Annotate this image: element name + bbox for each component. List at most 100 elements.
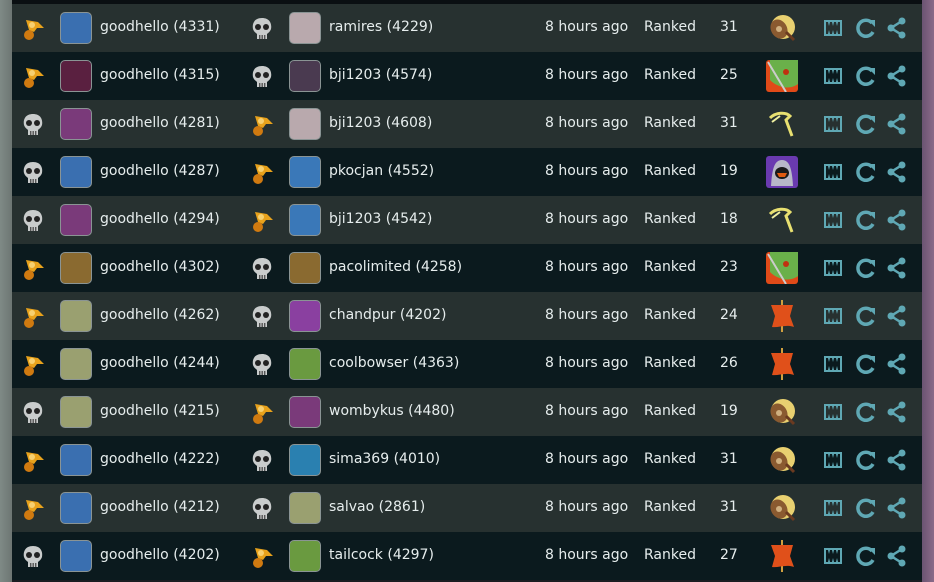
share-icon[interactable] <box>886 161 908 183</box>
skull-icon <box>20 544 46 570</box>
replay-icon[interactable] <box>855 449 877 471</box>
player-avatar[interactable] <box>60 12 92 44</box>
share-icon[interactable] <box>886 65 908 87</box>
player1-name[interactable]: goodhello (4281) <box>100 115 220 131</box>
player-avatar[interactable] <box>60 156 92 188</box>
arena-shield-icon <box>766 444 798 476</box>
match-score: 31 <box>720 115 738 131</box>
player1-name[interactable]: goodhello (4222) <box>100 451 220 467</box>
share-icon[interactable] <box>886 209 908 231</box>
replay-icon[interactable] <box>855 209 877 231</box>
replay-icon[interactable] <box>855 401 877 423</box>
opponent-avatar[interactable] <box>289 492 321 524</box>
player2-name[interactable]: salvao (2861) <box>329 499 426 515</box>
player1-name[interactable]: goodhello (4212) <box>100 499 220 515</box>
opponent-avatar[interactable] <box>289 12 321 44</box>
watch-screen-icon[interactable] <box>822 305 844 327</box>
share-icon[interactable] <box>886 449 908 471</box>
match-mode: Ranked <box>644 451 696 467</box>
skull-icon <box>249 496 275 522</box>
replay-icon[interactable] <box>855 305 877 327</box>
player2-name[interactable]: bji1203 (4574) <box>329 67 433 83</box>
replay-icon[interactable] <box>855 113 877 135</box>
player-avatar[interactable] <box>60 60 92 92</box>
player2-name[interactable]: tailcock (4297) <box>329 547 434 563</box>
player1-name[interactable]: goodhello (4294) <box>100 211 220 227</box>
share-icon[interactable] <box>886 113 908 135</box>
replay-icon[interactable] <box>855 161 877 183</box>
match-score: 18 <box>720 211 738 227</box>
opponent-avatar[interactable] <box>289 156 321 188</box>
player1-name[interactable]: goodhello (4287) <box>100 163 220 179</box>
player-avatar[interactable] <box>60 540 92 572</box>
player2-name[interactable]: pacolimited (4258) <box>329 259 463 275</box>
player-avatar[interactable] <box>60 444 92 476</box>
arena-goblin-icon <box>766 60 798 93</box>
watch-screen-icon[interactable] <box>822 497 844 519</box>
player-avatar[interactable] <box>60 300 92 332</box>
opponent-avatar[interactable] <box>289 252 321 284</box>
opponent-avatar[interactable] <box>289 396 321 428</box>
player2-name[interactable]: bji1203 (4542) <box>329 211 433 227</box>
watch-screen-icon[interactable] <box>822 17 844 39</box>
share-icon[interactable] <box>886 497 908 519</box>
share-icon[interactable] <box>886 545 908 567</box>
player1-name[interactable]: goodhello (4331) <box>100 19 220 35</box>
player2-name[interactable]: bji1203 (4608) <box>329 115 433 131</box>
share-icon[interactable] <box>886 353 908 375</box>
match-row: goodhello (4331) ramires (4229) 8 hours ag… <box>12 4 922 52</box>
replay-icon[interactable] <box>855 545 877 567</box>
watch-screen-icon[interactable] <box>822 353 844 375</box>
match-mode: Ranked <box>644 403 696 419</box>
replay-icon[interactable] <box>855 17 877 39</box>
share-icon[interactable] <box>886 257 908 279</box>
replay-icon[interactable] <box>855 353 877 375</box>
player-avatar[interactable] <box>60 108 92 140</box>
player-avatar[interactable] <box>60 252 92 284</box>
player2-name[interactable]: pkocjan (4552) <box>329 163 435 179</box>
player1-name[interactable]: goodhello (4202) <box>100 547 220 563</box>
watch-screen-icon[interactable] <box>822 65 844 87</box>
match-time: 8 hours ago <box>545 211 629 227</box>
share-icon[interactable] <box>886 17 908 39</box>
opponent-avatar[interactable] <box>289 540 321 572</box>
skull-icon <box>249 16 275 42</box>
replay-icon[interactable] <box>855 497 877 519</box>
player2-name[interactable]: wombykus (4480) <box>329 403 455 419</box>
match-time: 8 hours ago <box>545 451 629 467</box>
replay-icon[interactable] <box>855 257 877 279</box>
opponent-avatar[interactable] <box>289 348 321 380</box>
player-avatar[interactable] <box>60 204 92 236</box>
player1-name[interactable]: goodhello (4215) <box>100 403 220 419</box>
player2-name[interactable]: chandpur (4202) <box>329 307 447 323</box>
player2-name[interactable]: sima369 (4010) <box>329 451 441 467</box>
player1-name[interactable]: goodhello (4315) <box>100 67 220 83</box>
opponent-avatar[interactable] <box>289 444 321 476</box>
share-icon[interactable] <box>886 401 908 423</box>
watch-screen-icon[interactable] <box>822 209 844 231</box>
watch-screen-icon[interactable] <box>822 161 844 183</box>
match-mode: Ranked <box>644 115 696 131</box>
watch-screen-icon[interactable] <box>822 113 844 135</box>
opponent-avatar[interactable] <box>289 108 321 140</box>
replay-icon[interactable] <box>855 65 877 87</box>
player-avatar[interactable] <box>60 348 92 380</box>
watch-screen-icon[interactable] <box>822 257 844 279</box>
opponent-avatar[interactable] <box>289 204 321 236</box>
player2-name[interactable]: coolbowser (4363) <box>329 355 460 371</box>
player1-name[interactable]: goodhello (4262) <box>100 307 220 323</box>
player1-name[interactable]: goodhello (4244) <box>100 355 220 371</box>
player-avatar[interactable] <box>60 492 92 524</box>
opponent-avatar[interactable] <box>289 300 321 332</box>
player-avatar[interactable] <box>60 396 92 428</box>
share-icon[interactable] <box>886 305 908 327</box>
match-time: 8 hours ago <box>545 355 629 371</box>
match-time: 8 hours ago <box>545 307 629 323</box>
player1-name[interactable]: goodhello (4302) <box>100 259 220 275</box>
watch-screen-icon[interactable] <box>822 401 844 423</box>
watch-screen-icon[interactable] <box>822 545 844 567</box>
watch-screen-icon[interactable] <box>822 449 844 471</box>
opponent-avatar[interactable] <box>289 60 321 92</box>
match-mode: Ranked <box>644 547 696 563</box>
player2-name[interactable]: ramires (4229) <box>329 19 434 35</box>
